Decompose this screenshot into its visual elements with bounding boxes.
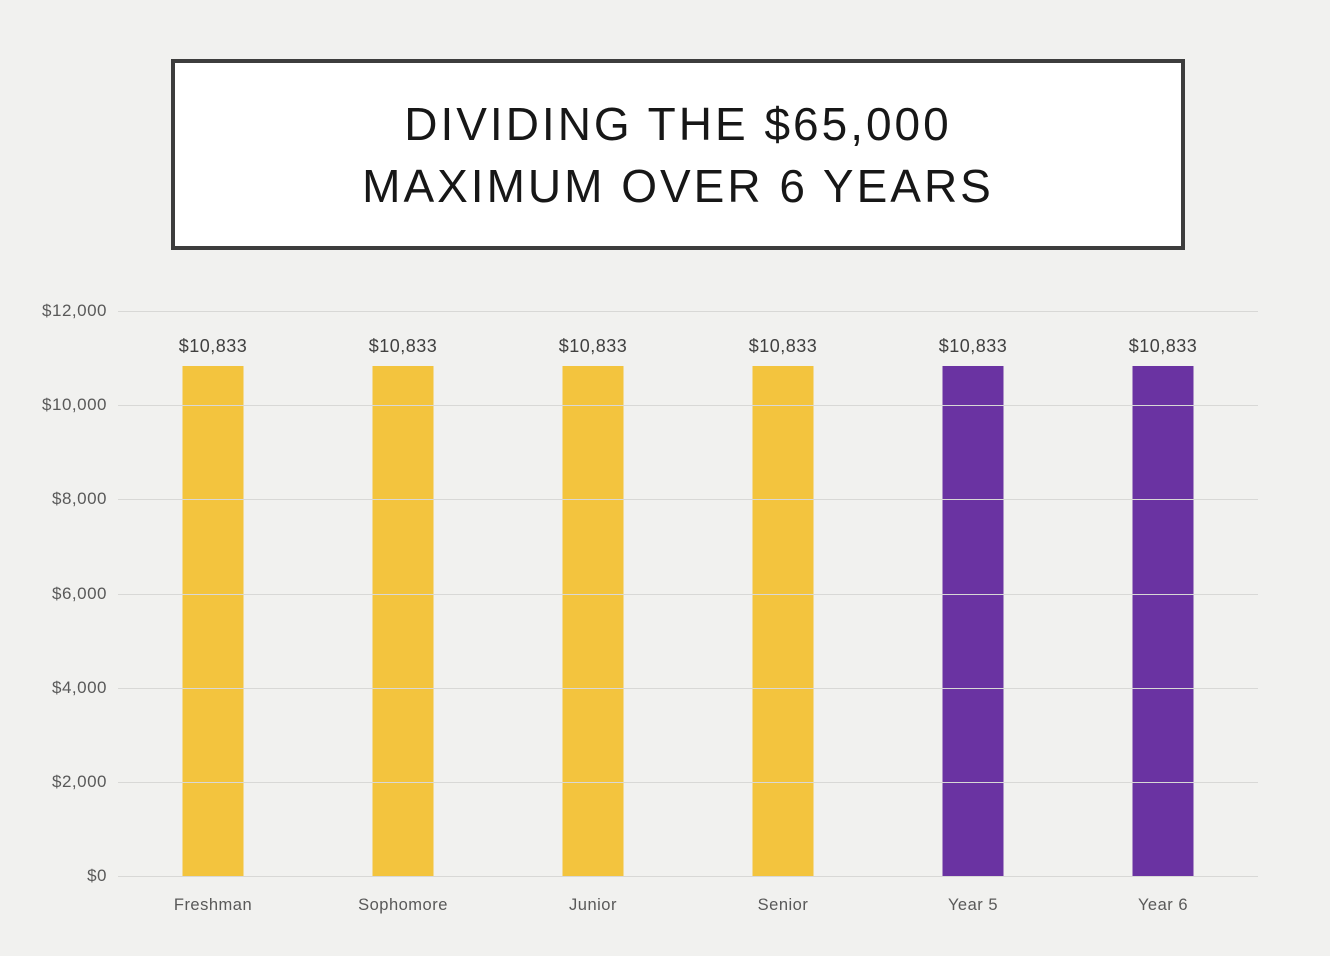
y-tick-label: $6,000 — [52, 583, 107, 603]
gridline — [118, 499, 1258, 501]
bar-value-label: $10,833 — [558, 335, 628, 356]
x-axis-label: Senior — [757, 896, 809, 914]
gridline — [118, 405, 1258, 407]
y-tick-label: $12,000 — [42, 301, 107, 320]
bars-container: $10,833 Freshman $10,833 Sophomore $10,833 Ju… — [118, 311, 1258, 914]
x-axis-label: Year 6 — [1137, 896, 1189, 914]
bar-column-senior: $10,833 Senior — [688, 311, 878, 914]
y-tick-label: $4,000 — [52, 677, 107, 697]
x-axis-label: Junior — [569, 896, 617, 914]
bar-year-5 — [942, 365, 1004, 876]
gridline — [118, 876, 1258, 877]
bar-senior — [752, 365, 814, 876]
bar-value-label: $10,833 — [748, 335, 818, 356]
bar-junior — [562, 365, 624, 876]
x-axis-label: Freshman — [173, 896, 253, 914]
bar-column-freshman: $10,833 Freshman — [118, 311, 308, 914]
bar-year-6 — [1132, 365, 1194, 876]
x-axis-label: Year 5 — [947, 896, 999, 914]
chart-title: DIVIDING THE $65,000 MAXIMUM OVER 6 YEAR… — [362, 97, 994, 212]
bar-value-label: $10,833 — [178, 335, 248, 356]
y-tick-label: $0 — [87, 866, 107, 885]
bar-column-sophomore: $10,833 Sophomore — [308, 311, 498, 914]
x-axis-label: Sophomore — [358, 896, 448, 914]
chart-title-box: DIVIDING THE $65,000 MAXIMUM OVER 6 YEAR… — [171, 59, 1185, 250]
y-axis: $0 $2,000 $4,000 $6,000 $8,000 $10,000 $12,000 — [0, 301, 107, 885]
bar-value-label: $10,833 — [1128, 335, 1198, 356]
plot-area: $10,833 Freshman $10,833 Sophomore $10,833 Ju… — [118, 311, 1258, 914]
y-tick-label: $10,000 — [42, 395, 107, 415]
bar-column-junior: $10,833 Junior — [498, 311, 688, 914]
gridline — [118, 593, 1258, 595]
bar-sophomore — [372, 365, 434, 876]
gridline — [118, 311, 1258, 312]
bar-column-year-5: $10,833 Year 5 — [878, 311, 1068, 914]
bar-freshman — [182, 365, 244, 876]
bar-value-label: $10,833 — [938, 335, 1008, 356]
y-tick-label: $8,000 — [52, 489, 107, 509]
bar-column-year-6: $10,833 Year 6 — [1068, 311, 1258, 914]
bar-value-label: $10,833 — [368, 335, 438, 356]
gridline — [118, 687, 1258, 689]
y-tick-label: $2,000 — [52, 771, 107, 791]
gridline — [118, 781, 1258, 783]
